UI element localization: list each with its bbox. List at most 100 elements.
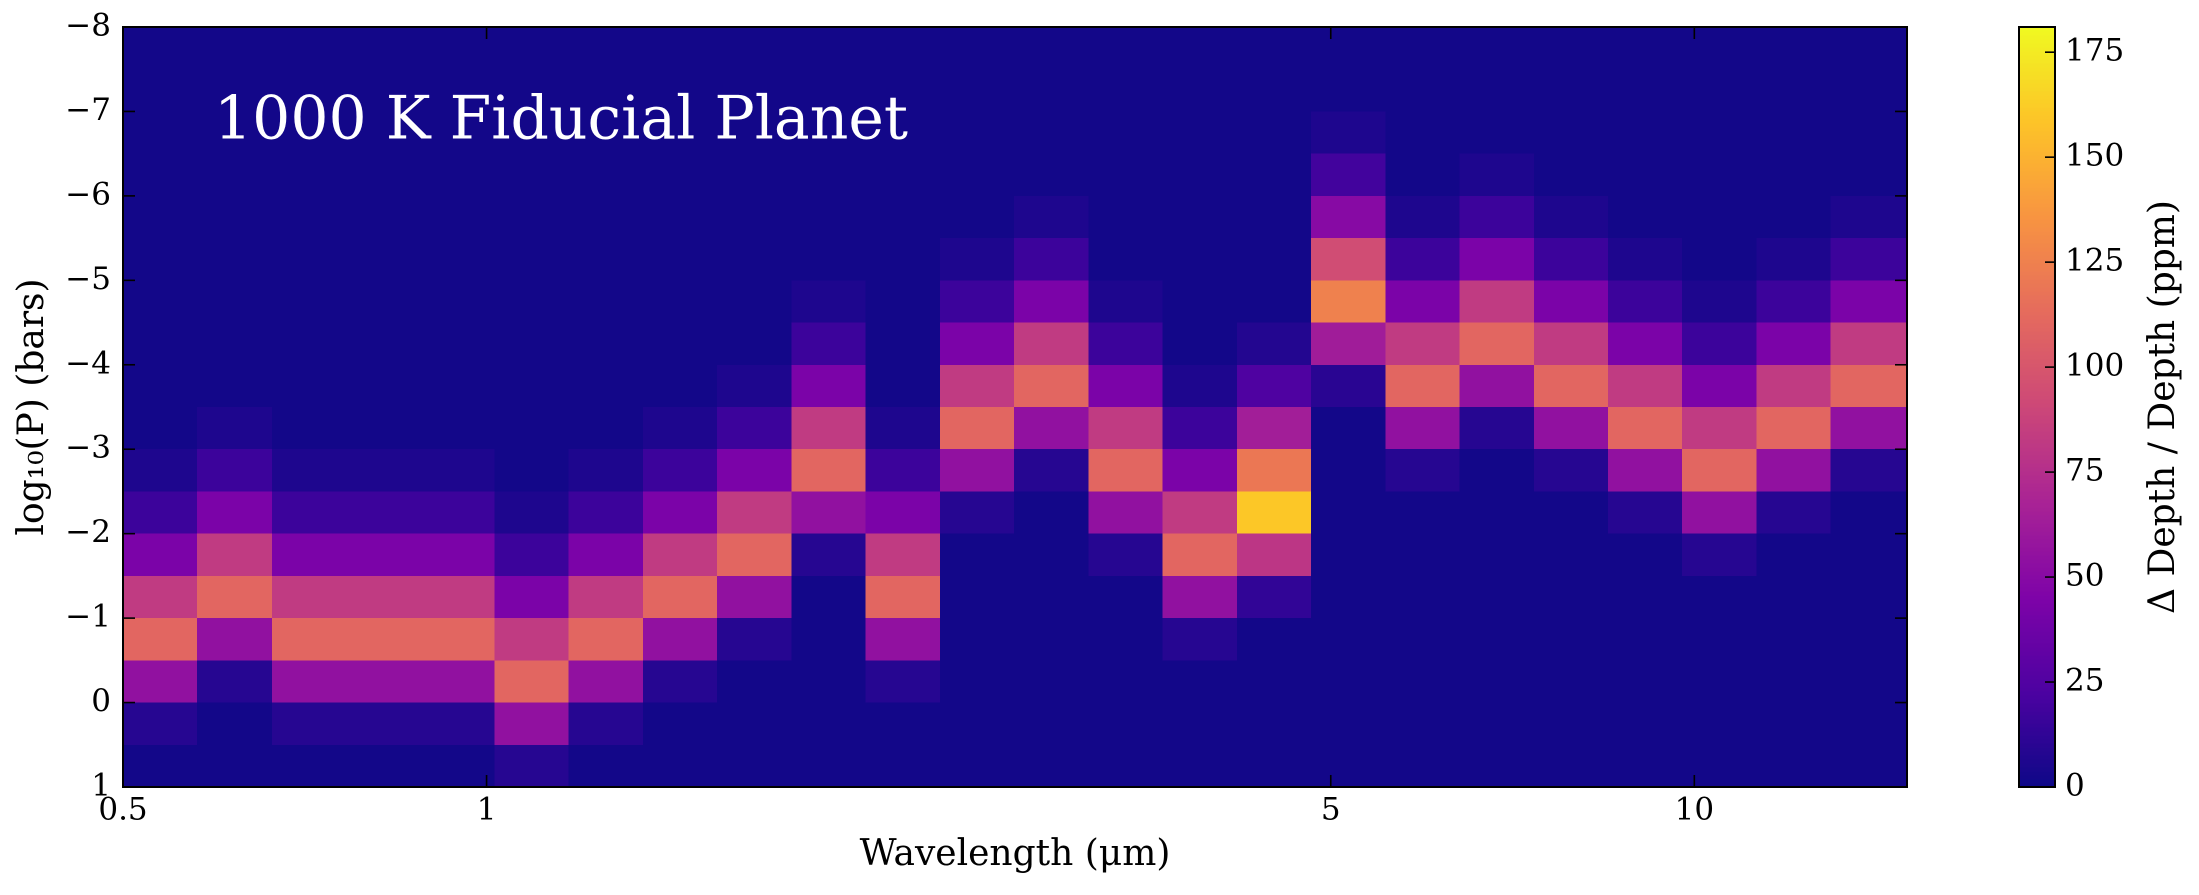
heatmap-cell: [123, 449, 198, 493]
heatmap-cell: [1682, 195, 1758, 239]
heatmap-cell: [1014, 322, 1090, 366]
colorbar-swatch: [2019, 763, 2055, 768]
heatmap-cell: [642, 153, 718, 197]
heatmap-cell: [568, 533, 644, 577]
colorbar-swatch: [2019, 235, 2055, 240]
heatmap-cell: [1236, 618, 1312, 661]
colorbar-swatch: [2019, 539, 2055, 544]
heatmap-cell: [1682, 660, 1758, 704]
heatmap-cell: [791, 27, 867, 70]
heatmap-cell: [642, 69, 718, 113]
heatmap-cell: [1533, 618, 1609, 661]
heatmap-cell: [420, 69, 495, 113]
heatmap-cell: [568, 280, 644, 324]
heatmap-cell: [642, 449, 718, 493]
colorbar-swatch: [2019, 71, 2055, 76]
colorbar-tick-label: 25: [2065, 663, 2104, 699]
colorbar-swatch: [2019, 631, 2055, 636]
colorbar-swatch: [2019, 211, 2055, 216]
heatmap-cell: [642, 702, 718, 746]
heatmap-cell: [1088, 280, 1164, 324]
heatmap-cell: [568, 238, 644, 281]
colorbar-swatch: [2019, 59, 2055, 64]
heatmap-cell: [1608, 238, 1683, 281]
colorbar-swatch: [2019, 419, 2055, 424]
heatmap-cell: [717, 238, 792, 281]
colorbar-swatch: [2019, 519, 2055, 524]
colorbar-swatch: [2019, 491, 2055, 496]
colorbar-tick-label: 125: [2065, 243, 2124, 279]
heatmap-cell: [1459, 618, 1535, 661]
heatmap-cell: [494, 111, 570, 155]
heatmap-cell: [197, 195, 273, 239]
heatmap-cell: [1608, 322, 1683, 366]
heatmap-cell: [1014, 533, 1090, 577]
colorbar-swatch: [2019, 147, 2055, 152]
colorbar-swatch: [2019, 103, 2055, 108]
heatmap-cell: [865, 364, 941, 408]
colorbar-swatch: [2019, 531, 2055, 536]
heatmap-cell: [1162, 449, 1238, 493]
heatmap-cell: [1830, 449, 1908, 493]
heatmap-cell: [271, 27, 347, 70]
heatmap-cell: [271, 660, 347, 704]
heatmap-cell: [346, 491, 421, 535]
heatmap-cell: [1014, 238, 1090, 281]
colorbar-swatch: [2019, 195, 2055, 200]
heatmap-cell: [1459, 322, 1535, 366]
heatmap-cell: [717, 702, 792, 746]
colorbar-swatch: [2019, 163, 2055, 168]
heatmap-cell: [939, 744, 1015, 788]
heatmap-cell: [1311, 322, 1386, 366]
colorbar-swatch: [2019, 435, 2055, 440]
colorbar-swatch: [2019, 279, 2055, 284]
heatmap-cell: [1830, 660, 1908, 704]
colorbar-swatch: [2019, 431, 2055, 436]
colorbar-swatch: [2019, 611, 2055, 616]
heatmap-cell: [642, 280, 718, 324]
heatmap-cell: [939, 322, 1015, 366]
colorbar-swatch: [2019, 703, 2055, 708]
heatmap-cell: [1756, 449, 1832, 493]
heatmap-cell: [271, 69, 347, 113]
heatmap-cell: [642, 744, 718, 788]
heatmap-cell: [791, 744, 867, 788]
heatmap-cell: [197, 280, 273, 324]
heatmap-cell: [1385, 153, 1461, 197]
heatmap-cell: [1088, 575, 1164, 619]
colorbar-swatch: [2019, 663, 2055, 668]
colorbar-frame: [2018, 26, 2056, 788]
colorbar-swatch: [2019, 43, 2055, 48]
colorbar-swatch: [2019, 719, 2055, 724]
heatmap-cell: [271, 407, 347, 450]
heatmap-cell: [791, 660, 867, 704]
heatmap-cell: [123, 364, 198, 408]
heatmap-cell: [1385, 322, 1461, 366]
heatmap-cell: [1088, 618, 1164, 661]
colorbar-swatch: [2019, 619, 2055, 624]
colorbar-swatch: [2019, 443, 2055, 448]
colorbar-swatch: [2019, 487, 2055, 492]
heatmap-cell: [1756, 533, 1832, 577]
heatmap-cell: [939, 238, 1015, 281]
heatmap-cell: [420, 744, 495, 788]
colorbar-tick-label: 50: [2065, 558, 2104, 594]
colorbar-swatch: [2019, 767, 2055, 772]
heatmap-cell: [1459, 69, 1535, 113]
x-tick-label: 0.5: [98, 792, 147, 828]
heatmap-cell: [1608, 702, 1683, 746]
y-tick-label: −4: [65, 345, 111, 381]
heatmap-cell: [791, 702, 867, 746]
heatmap-cell: [1682, 407, 1758, 450]
heatmap-cell: [865, 449, 941, 493]
heatmap-cell: [717, 533, 792, 577]
colorbar-swatch: [2019, 659, 2055, 664]
colorbar-swatch: [2019, 707, 2055, 712]
heatmap-cell: [791, 364, 867, 408]
heatmap-cell: [1459, 575, 1535, 619]
heatmap-cell: [865, 69, 941, 113]
heatmap-cell: [420, 533, 495, 577]
heatmap-cell: [123, 195, 198, 239]
heatmap-cell: [1385, 364, 1461, 408]
